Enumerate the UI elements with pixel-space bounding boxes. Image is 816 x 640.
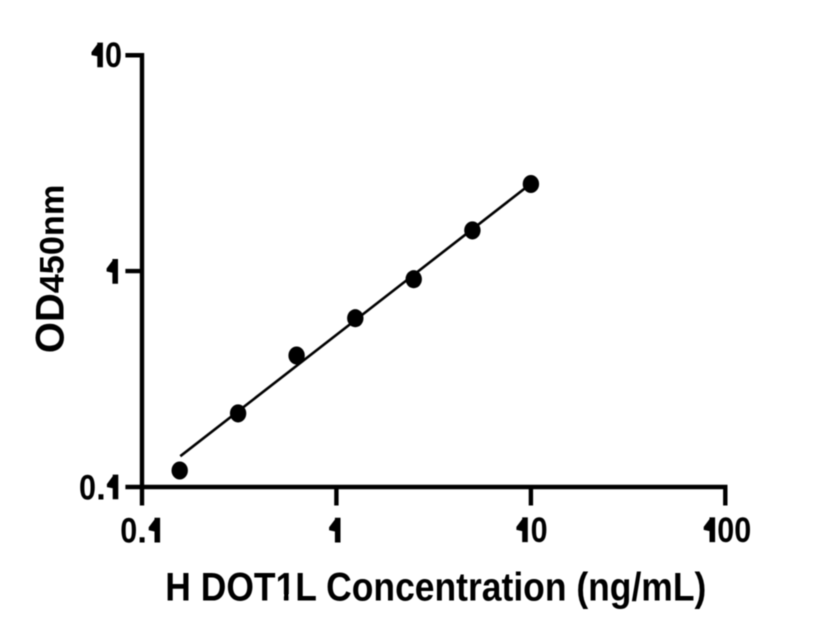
svg-text:0: 0	[120, 512, 137, 551]
svg-text:.: .	[137, 512, 147, 551]
svg-text:0: 0	[531, 511, 548, 550]
svg-text:H DOT1L Concentration (ng/mL): H DOT1L Concentration (ng/mL)	[165, 565, 706, 609]
svg-text:00: 00	[717, 511, 751, 550]
svg-text:0: 0	[79, 468, 96, 507]
svg-text:OD450nm: OD450nm	[29, 185, 73, 353]
svg-text:.: .	[96, 468, 106, 507]
svg-text:0: 0	[105, 36, 122, 75]
